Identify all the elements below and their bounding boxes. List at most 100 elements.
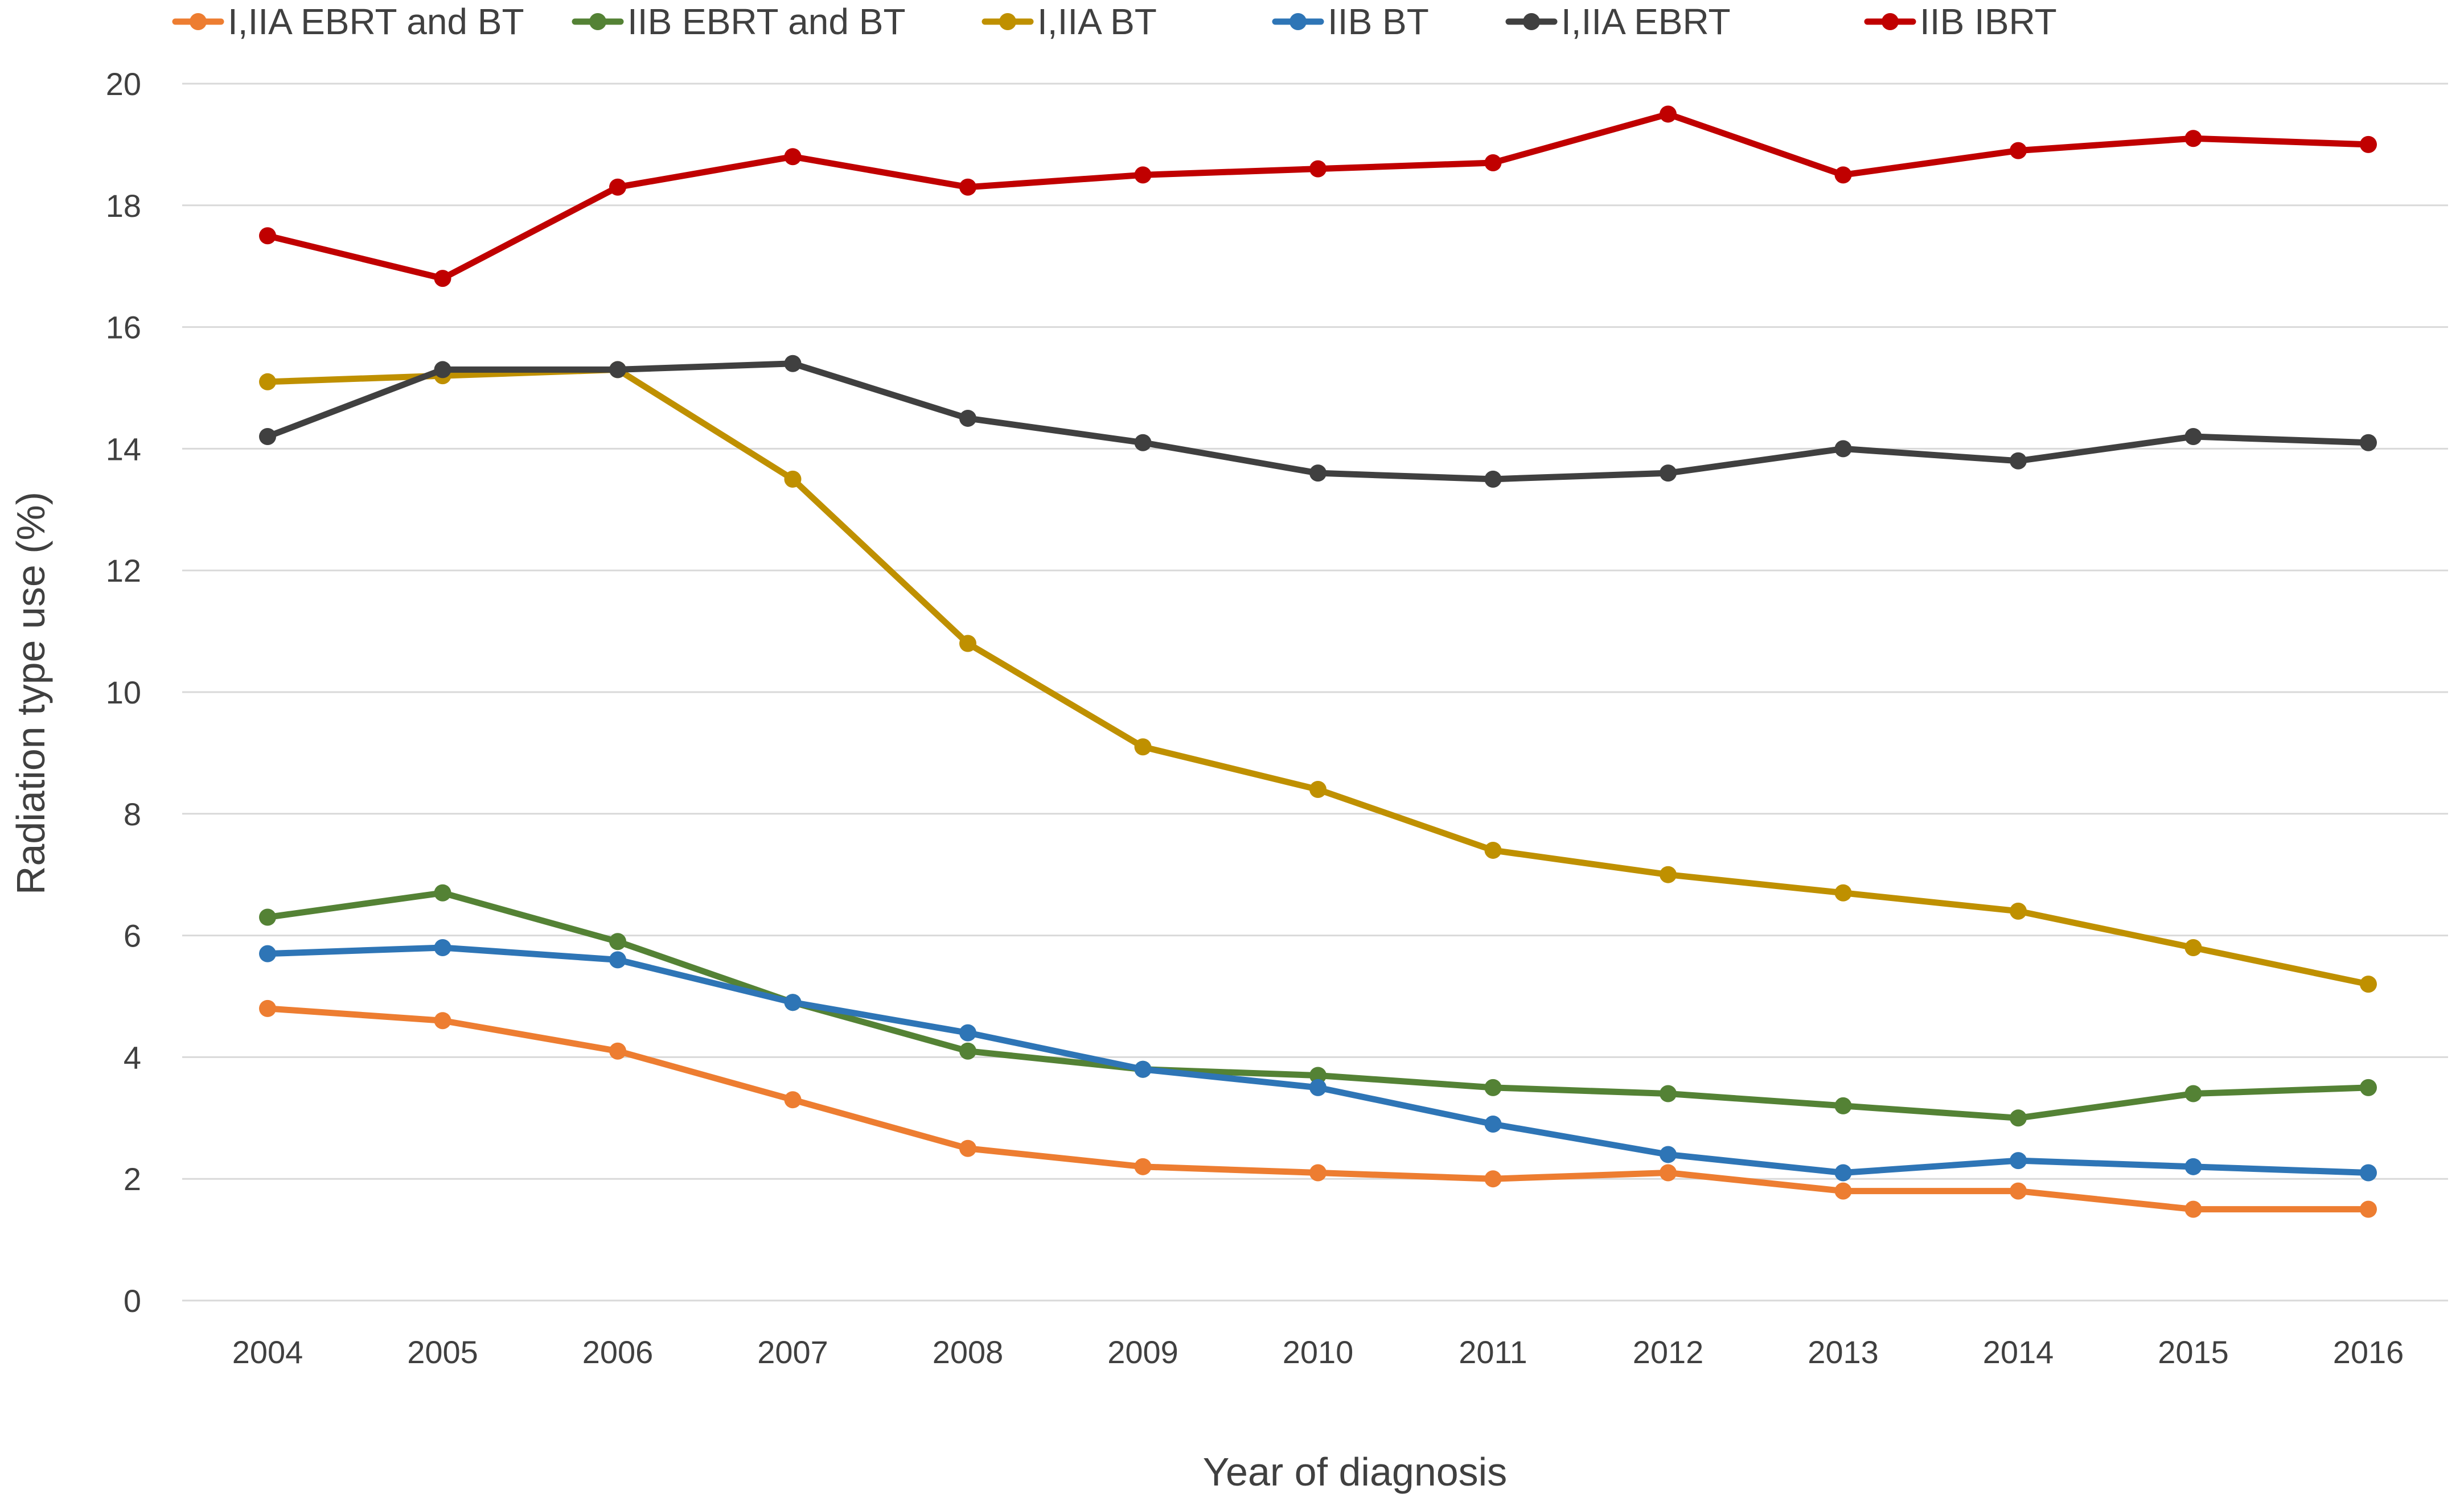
legend-item: I,IIA EBRT [1505, 1, 1731, 42]
series-line [264, 944, 2372, 1176]
data-point [959, 409, 976, 427]
data-point [2360, 1200, 2377, 1218]
x-tick-label: 2009 [1107, 1334, 1178, 1370]
data-point [434, 361, 451, 378]
data-point [2010, 142, 2027, 159]
data-point [784, 1091, 802, 1109]
grid [182, 83, 2448, 1302]
data-point [2010, 902, 2027, 920]
legend-item: IIB EBRT and BT [572, 1, 906, 42]
data-point [959, 178, 976, 196]
data-point [959, 1042, 976, 1060]
x-tick-label: 2005 [407, 1334, 478, 1370]
data-point [1134, 434, 1152, 451]
data-point [1309, 1079, 1327, 1096]
data-point [1309, 781, 1327, 799]
y-tick-label: 12 [106, 553, 141, 589]
y-tick-label: 0 [124, 1283, 141, 1319]
data-point [1134, 1158, 1152, 1175]
data-point [784, 994, 802, 1011]
x-tick-label: 2010 [1283, 1334, 1354, 1370]
data-point [959, 1139, 976, 1157]
legend-label: IIB EBRT and BT [627, 1, 906, 42]
y-axis-title: Radiation type use (%) [9, 492, 53, 895]
legend: I,IIA EBRT and BT IIB EBRT and BT I,IIA BT… [172, 1, 2057, 42]
data-point [2010, 1152, 2027, 1170]
data-point [434, 270, 451, 287]
series-0 [259, 999, 2377, 1218]
data-point [2360, 434, 2377, 451]
data-point [1660, 1085, 1677, 1102]
data-point [259, 227, 276, 245]
x-tick-label: 2007 [757, 1334, 828, 1370]
data-point [434, 884, 451, 902]
data-point [784, 355, 802, 372]
data-point [2360, 1164, 2377, 1182]
series-3 [259, 939, 2377, 1182]
x-tick-label: 2016 [2333, 1334, 2404, 1370]
y-tick-label: 8 [124, 796, 141, 832]
legend-swatch-marker [999, 13, 1016, 30]
x-tick-label: 2011 [1459, 1334, 1527, 1370]
data-point [1834, 1182, 1852, 1200]
data-point [1134, 738, 1152, 756]
data-point [1660, 866, 1677, 883]
data-point [1834, 884, 1852, 902]
data-point [259, 945, 276, 962]
legend-swatch-marker [190, 13, 207, 30]
series-line [264, 360, 2372, 483]
data-point [959, 1024, 976, 1042]
y-tick-label: 16 [106, 310, 141, 345]
y-tick-label: 18 [106, 188, 141, 224]
data-point [1834, 1097, 1852, 1114]
legend-label: I,IIA EBRT and BT [228, 1, 524, 42]
legend-label: IIB IBRT [1920, 1, 2057, 42]
data-point [1660, 105, 1677, 123]
data-point [1484, 1079, 1502, 1096]
x-tick-label: 2013 [1808, 1334, 1879, 1370]
data-point [434, 1012, 451, 1030]
data-point [434, 939, 451, 956]
data-point [2010, 1182, 2027, 1200]
legend-swatch-marker [1523, 13, 1540, 30]
data-point [609, 951, 626, 969]
data-point [609, 361, 626, 378]
y-axis-ticks: 0 2 4 6 8 10 12 14 16 18 20 [106, 66, 141, 1319]
data-point [1660, 1164, 1677, 1182]
data-point [259, 999, 276, 1017]
data-point [259, 373, 276, 390]
x-tick-label: 2012 [1633, 1334, 1704, 1370]
data-point [1309, 464, 1327, 482]
data-point [1309, 1067, 1327, 1084]
legend-label: I,IIA BT [1037, 1, 1157, 42]
data-point [2360, 1079, 2377, 1096]
data-point [259, 908, 276, 926]
data-point [259, 428, 276, 446]
x-axis-ticks: 2004 2005 2006 2007 2008 2009 2010 2011 2012 2013… [232, 1334, 2404, 1370]
legend-swatch-marker [1882, 13, 1899, 30]
series-group [259, 105, 2377, 1218]
x-axis-title: Year of diagnosis [1203, 1450, 1507, 1494]
data-point [2184, 1200, 2202, 1218]
y-tick-label: 6 [124, 918, 141, 954]
legend-label: I,IIA EBRT [1561, 1, 1731, 42]
legend-swatch-marker [1290, 13, 1307, 30]
data-point [609, 1042, 626, 1060]
series-4 [259, 355, 2377, 488]
data-point [1834, 440, 1852, 458]
data-point [2184, 428, 2202, 446]
data-point [784, 470, 802, 488]
data-point [1484, 1170, 1502, 1188]
x-tick-label: 2006 [582, 1334, 654, 1370]
legend-swatch-marker [589, 13, 606, 30]
data-point [2010, 1109, 2027, 1127]
y-tick-label: 10 [106, 674, 141, 710]
y-tick-label: 2 [124, 1161, 141, 1197]
series-line [264, 366, 2372, 987]
data-point [1309, 1164, 1327, 1182]
y-tick-label: 20 [106, 66, 141, 102]
legend-item: I,IIA EBRT and BT [172, 1, 524, 42]
x-tick-label: 2008 [933, 1334, 1004, 1370]
data-point [1484, 470, 1502, 488]
